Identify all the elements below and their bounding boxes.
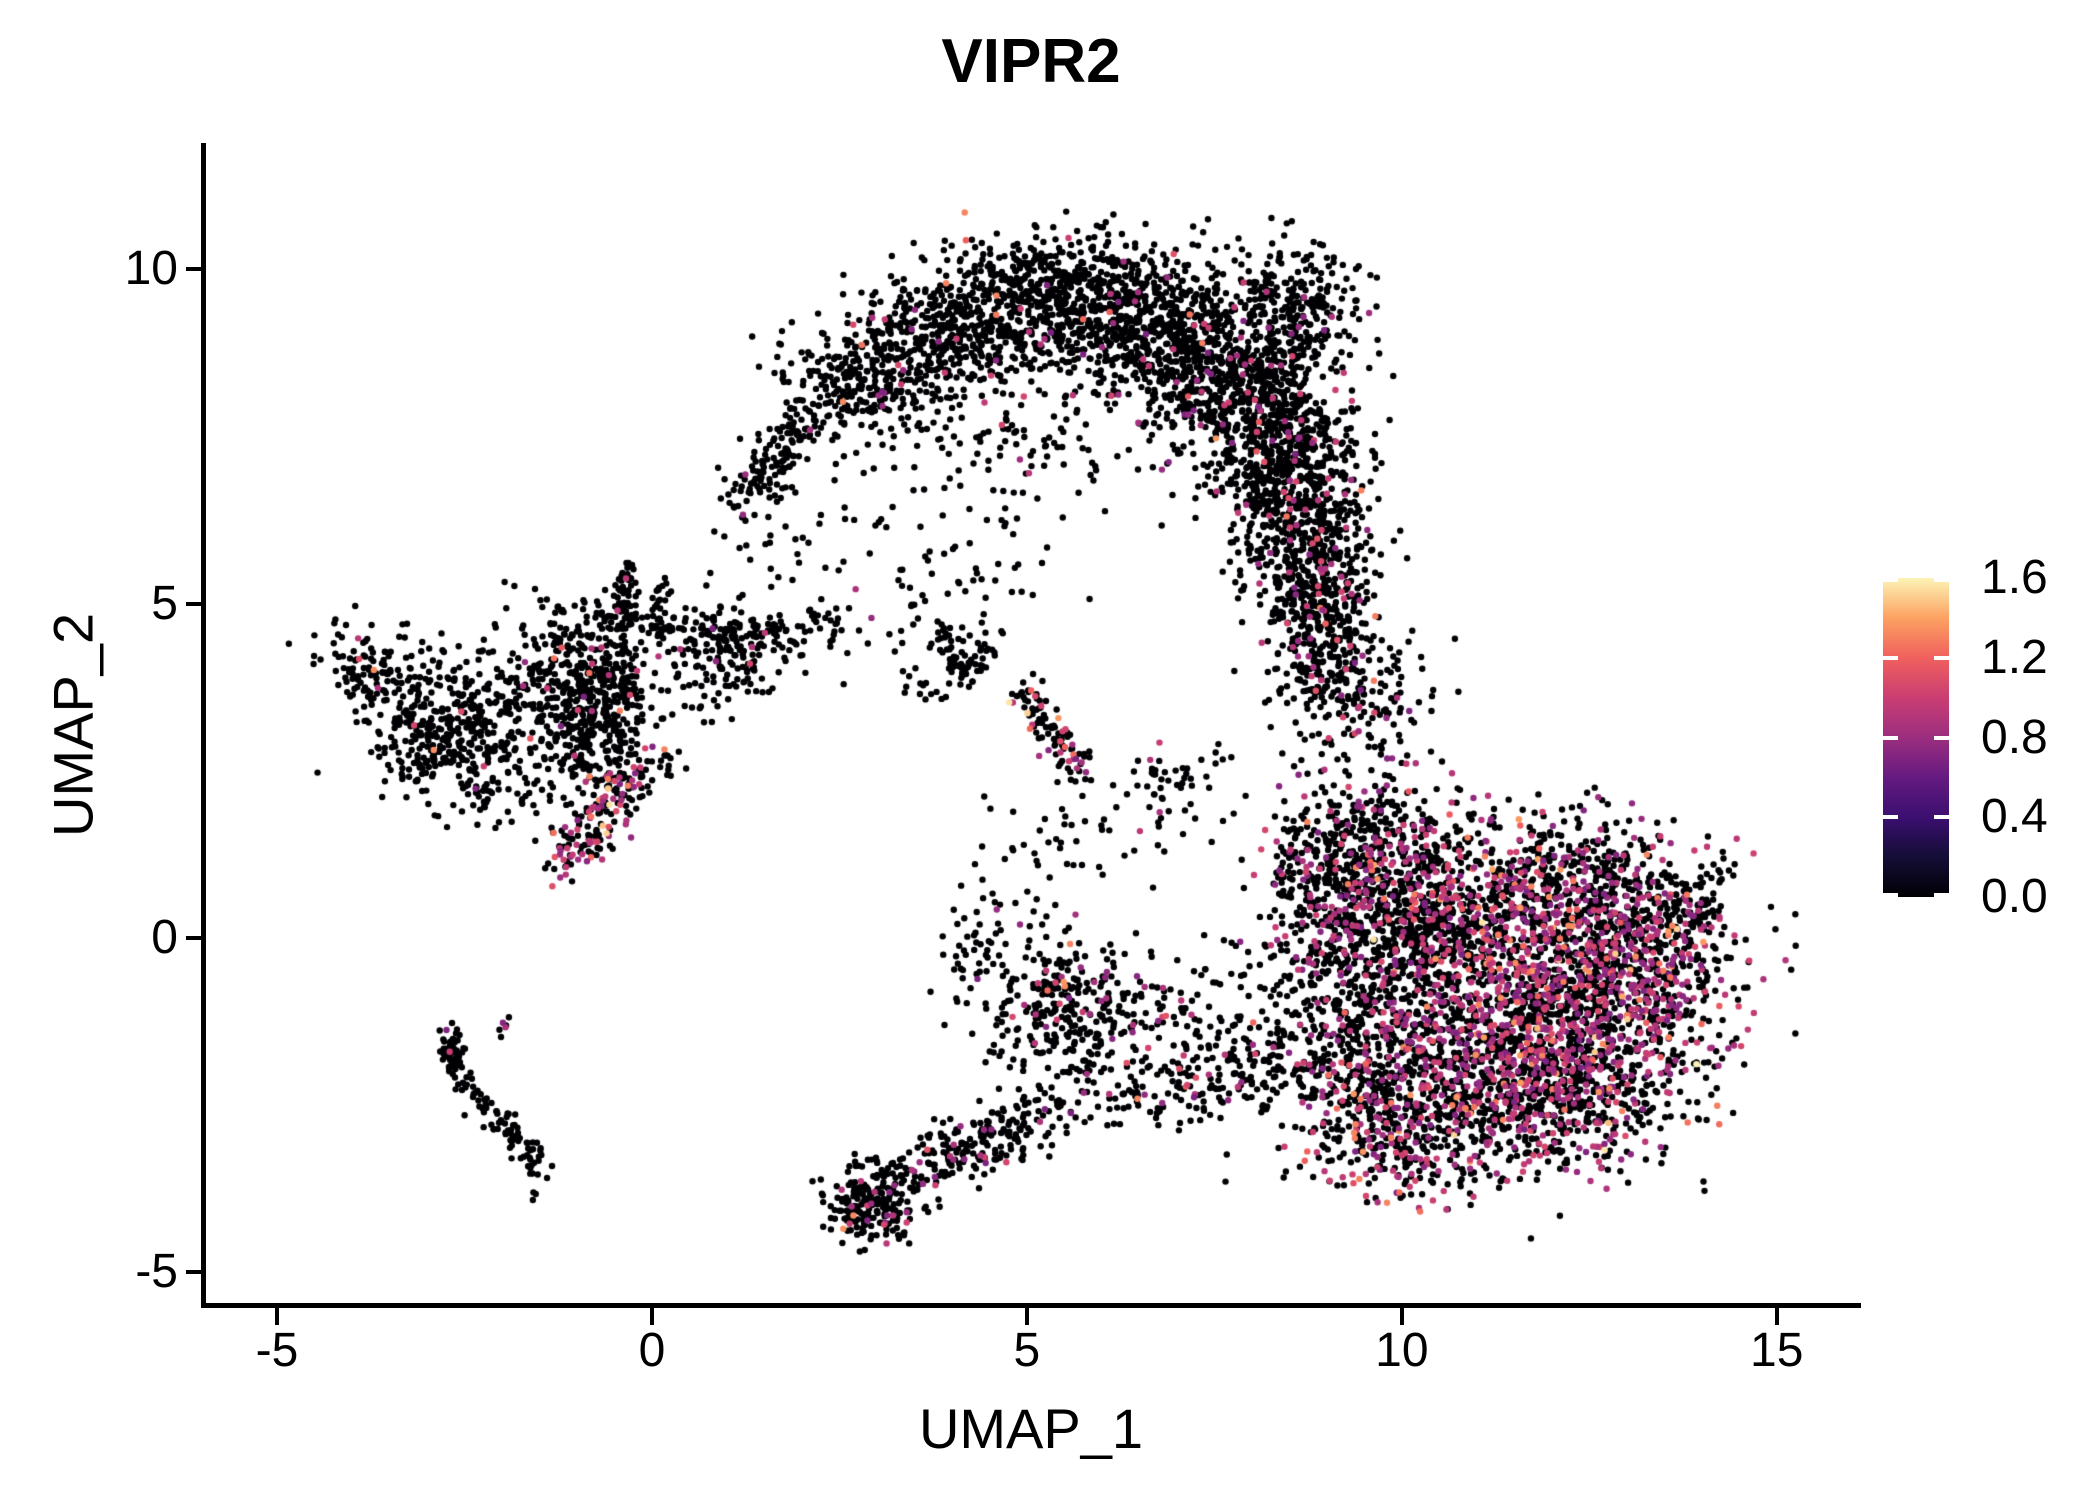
x-tick-label: 5 <box>1013 1324 1041 1377</box>
colorbar-tick-label: 1.6 <box>1981 551 2048 604</box>
colorbar-tick-mark <box>1934 815 1949 820</box>
colorbar-tick-label: 0.8 <box>1981 710 2048 764</box>
x-tick <box>1774 1308 1779 1325</box>
y-tick <box>186 1270 203 1275</box>
y-axis-title: UMAP_2 <box>41 612 105 838</box>
colorbar-tick-label: 0.4 <box>1981 790 2048 844</box>
y-tick-label: 5 <box>151 576 178 630</box>
x-axis-title: UMAP_1 <box>918 1397 1144 1460</box>
colorbar-tick-mark <box>1934 578 1949 582</box>
y-tick-label: 0 <box>151 910 178 964</box>
x-axis-line <box>201 1303 1861 1308</box>
x-tick <box>649 1308 654 1325</box>
x-tick-label: -5 <box>255 1324 299 1377</box>
x-tick-label: 15 <box>1750 1324 1804 1377</box>
x-tick-label: 10 <box>1375 1324 1429 1377</box>
y-tick-label: -5 <box>135 1245 178 1299</box>
y-axis-line <box>201 143 206 1308</box>
colorbar-tick-mark <box>1883 655 1898 660</box>
x-tick-label: 0 <box>638 1324 666 1377</box>
colorbar-tick-mark <box>1883 893 1898 897</box>
colorbar-tick-mark <box>1883 735 1898 740</box>
y-tick-label: 10 <box>124 242 178 296</box>
y-tick <box>186 267 203 272</box>
colorbar-tick-mark <box>1934 735 1949 740</box>
colorbar-tick-mark <box>1883 578 1898 582</box>
colorbar-tick-label: 0.0 <box>1981 870 2048 923</box>
colorbar-tick-label: 1.2 <box>1981 630 2048 684</box>
x-tick <box>1024 1308 1029 1325</box>
colorbar-tick-mark <box>1934 655 1949 660</box>
x-tick <box>274 1308 279 1325</box>
x-tick <box>1399 1308 1404 1325</box>
colorbar-tick-mark <box>1883 815 1898 820</box>
y-tick <box>186 601 203 606</box>
y-tick <box>186 935 203 940</box>
colorbar-tick-mark <box>1934 893 1949 897</box>
